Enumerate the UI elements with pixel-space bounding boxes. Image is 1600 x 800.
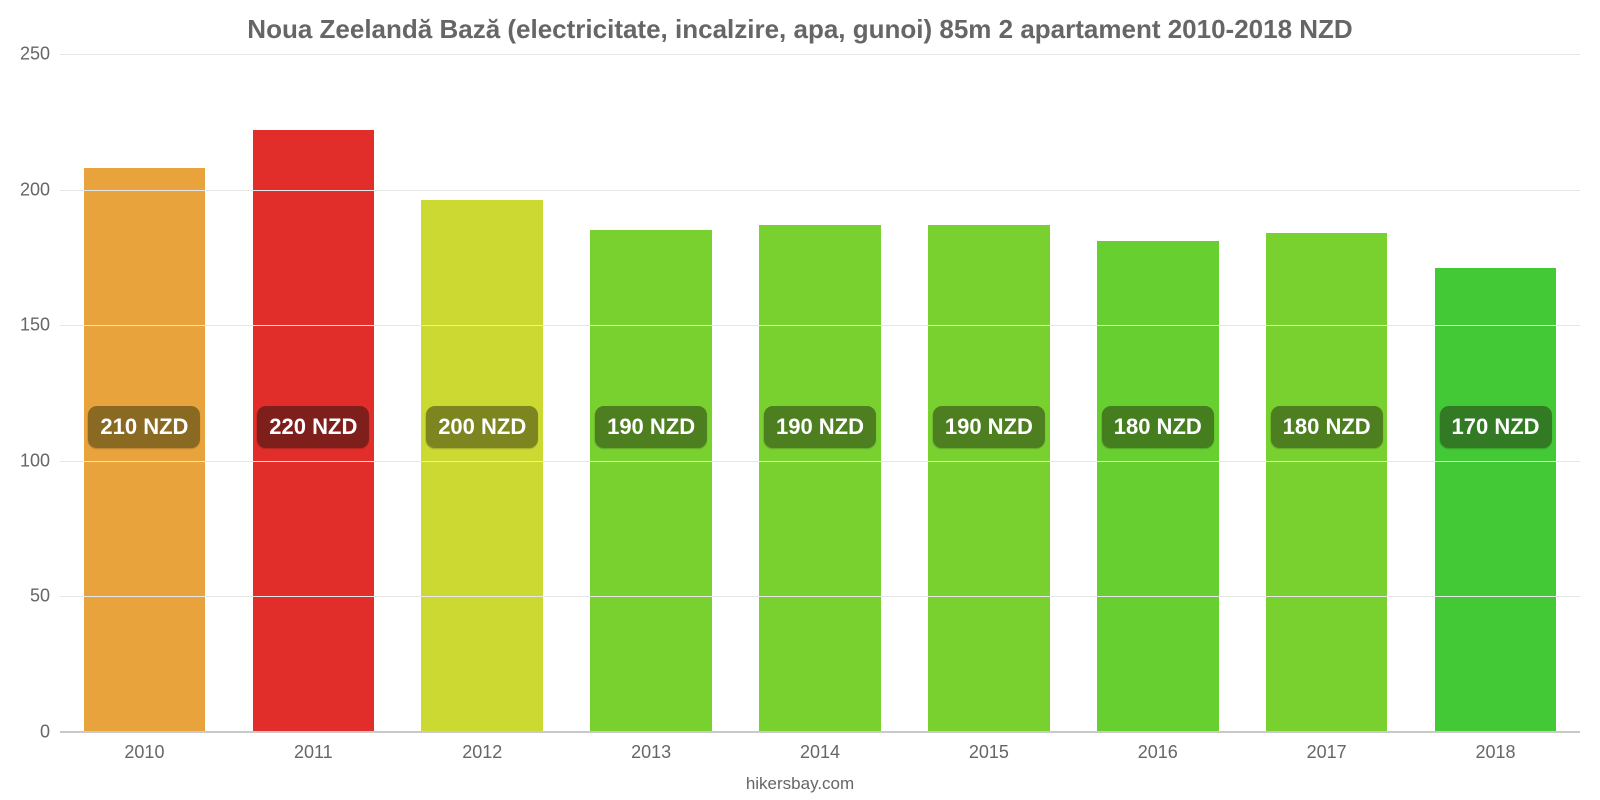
y-axis-tick-label: 150 (10, 315, 50, 336)
bar (84, 168, 206, 732)
y-axis-tick-label: 0 (10, 722, 50, 743)
bar (590, 230, 712, 732)
x-axis-tick-label: 2017 (1307, 742, 1347, 763)
x-axis-tick-label: 2013 (631, 742, 671, 763)
chart-container: Noua Zeelandă Bază (electricitate, incal… (0, 0, 1600, 800)
bar-value-label: 220 NZD (257, 406, 369, 448)
bar-value-label: 180 NZD (1102, 406, 1214, 448)
x-axis-tick-label: 2010 (124, 742, 164, 763)
y-axis-tick-label: 200 (10, 179, 50, 200)
bar-value-label: 170 NZD (1440, 406, 1552, 448)
bar (928, 225, 1050, 732)
chart-title: Noua Zeelandă Bază (electricitate, incal… (0, 14, 1600, 45)
bar-value-label: 180 NZD (1271, 406, 1383, 448)
gridline (60, 596, 1580, 597)
x-axis-tick-label: 2011 (294, 742, 333, 763)
y-axis-tick-label: 50 (10, 586, 50, 607)
x-axis-tick-label: 2016 (1138, 742, 1178, 763)
gridline (60, 461, 1580, 462)
bar (1435, 268, 1557, 732)
gridline (60, 54, 1580, 55)
bar-value-label: 210 NZD (88, 406, 200, 448)
plot-area: 050100150200250210 NZD2010220 NZD2011200… (60, 54, 1580, 732)
y-axis-tick-label: 250 (10, 44, 50, 65)
x-axis-tick-label: 2015 (969, 742, 1009, 763)
bar (421, 200, 543, 732)
bar-value-label: 200 NZD (426, 406, 538, 448)
bar-value-label: 190 NZD (595, 406, 707, 448)
gridline (60, 325, 1580, 326)
gridline (60, 190, 1580, 191)
bar (1097, 241, 1219, 732)
bar (1266, 233, 1388, 732)
bar (759, 225, 881, 732)
x-axis-tick-label: 2014 (800, 742, 840, 763)
baseline (60, 731, 1580, 733)
x-axis-tick-label: 2018 (1476, 742, 1516, 763)
chart-footer: hikersbay.com (0, 774, 1600, 794)
x-axis-tick-label: 2012 (462, 742, 502, 763)
bars-layer (60, 54, 1580, 732)
bar-value-label: 190 NZD (764, 406, 876, 448)
bar-value-label: 190 NZD (933, 406, 1045, 448)
y-axis-tick-label: 100 (10, 450, 50, 471)
